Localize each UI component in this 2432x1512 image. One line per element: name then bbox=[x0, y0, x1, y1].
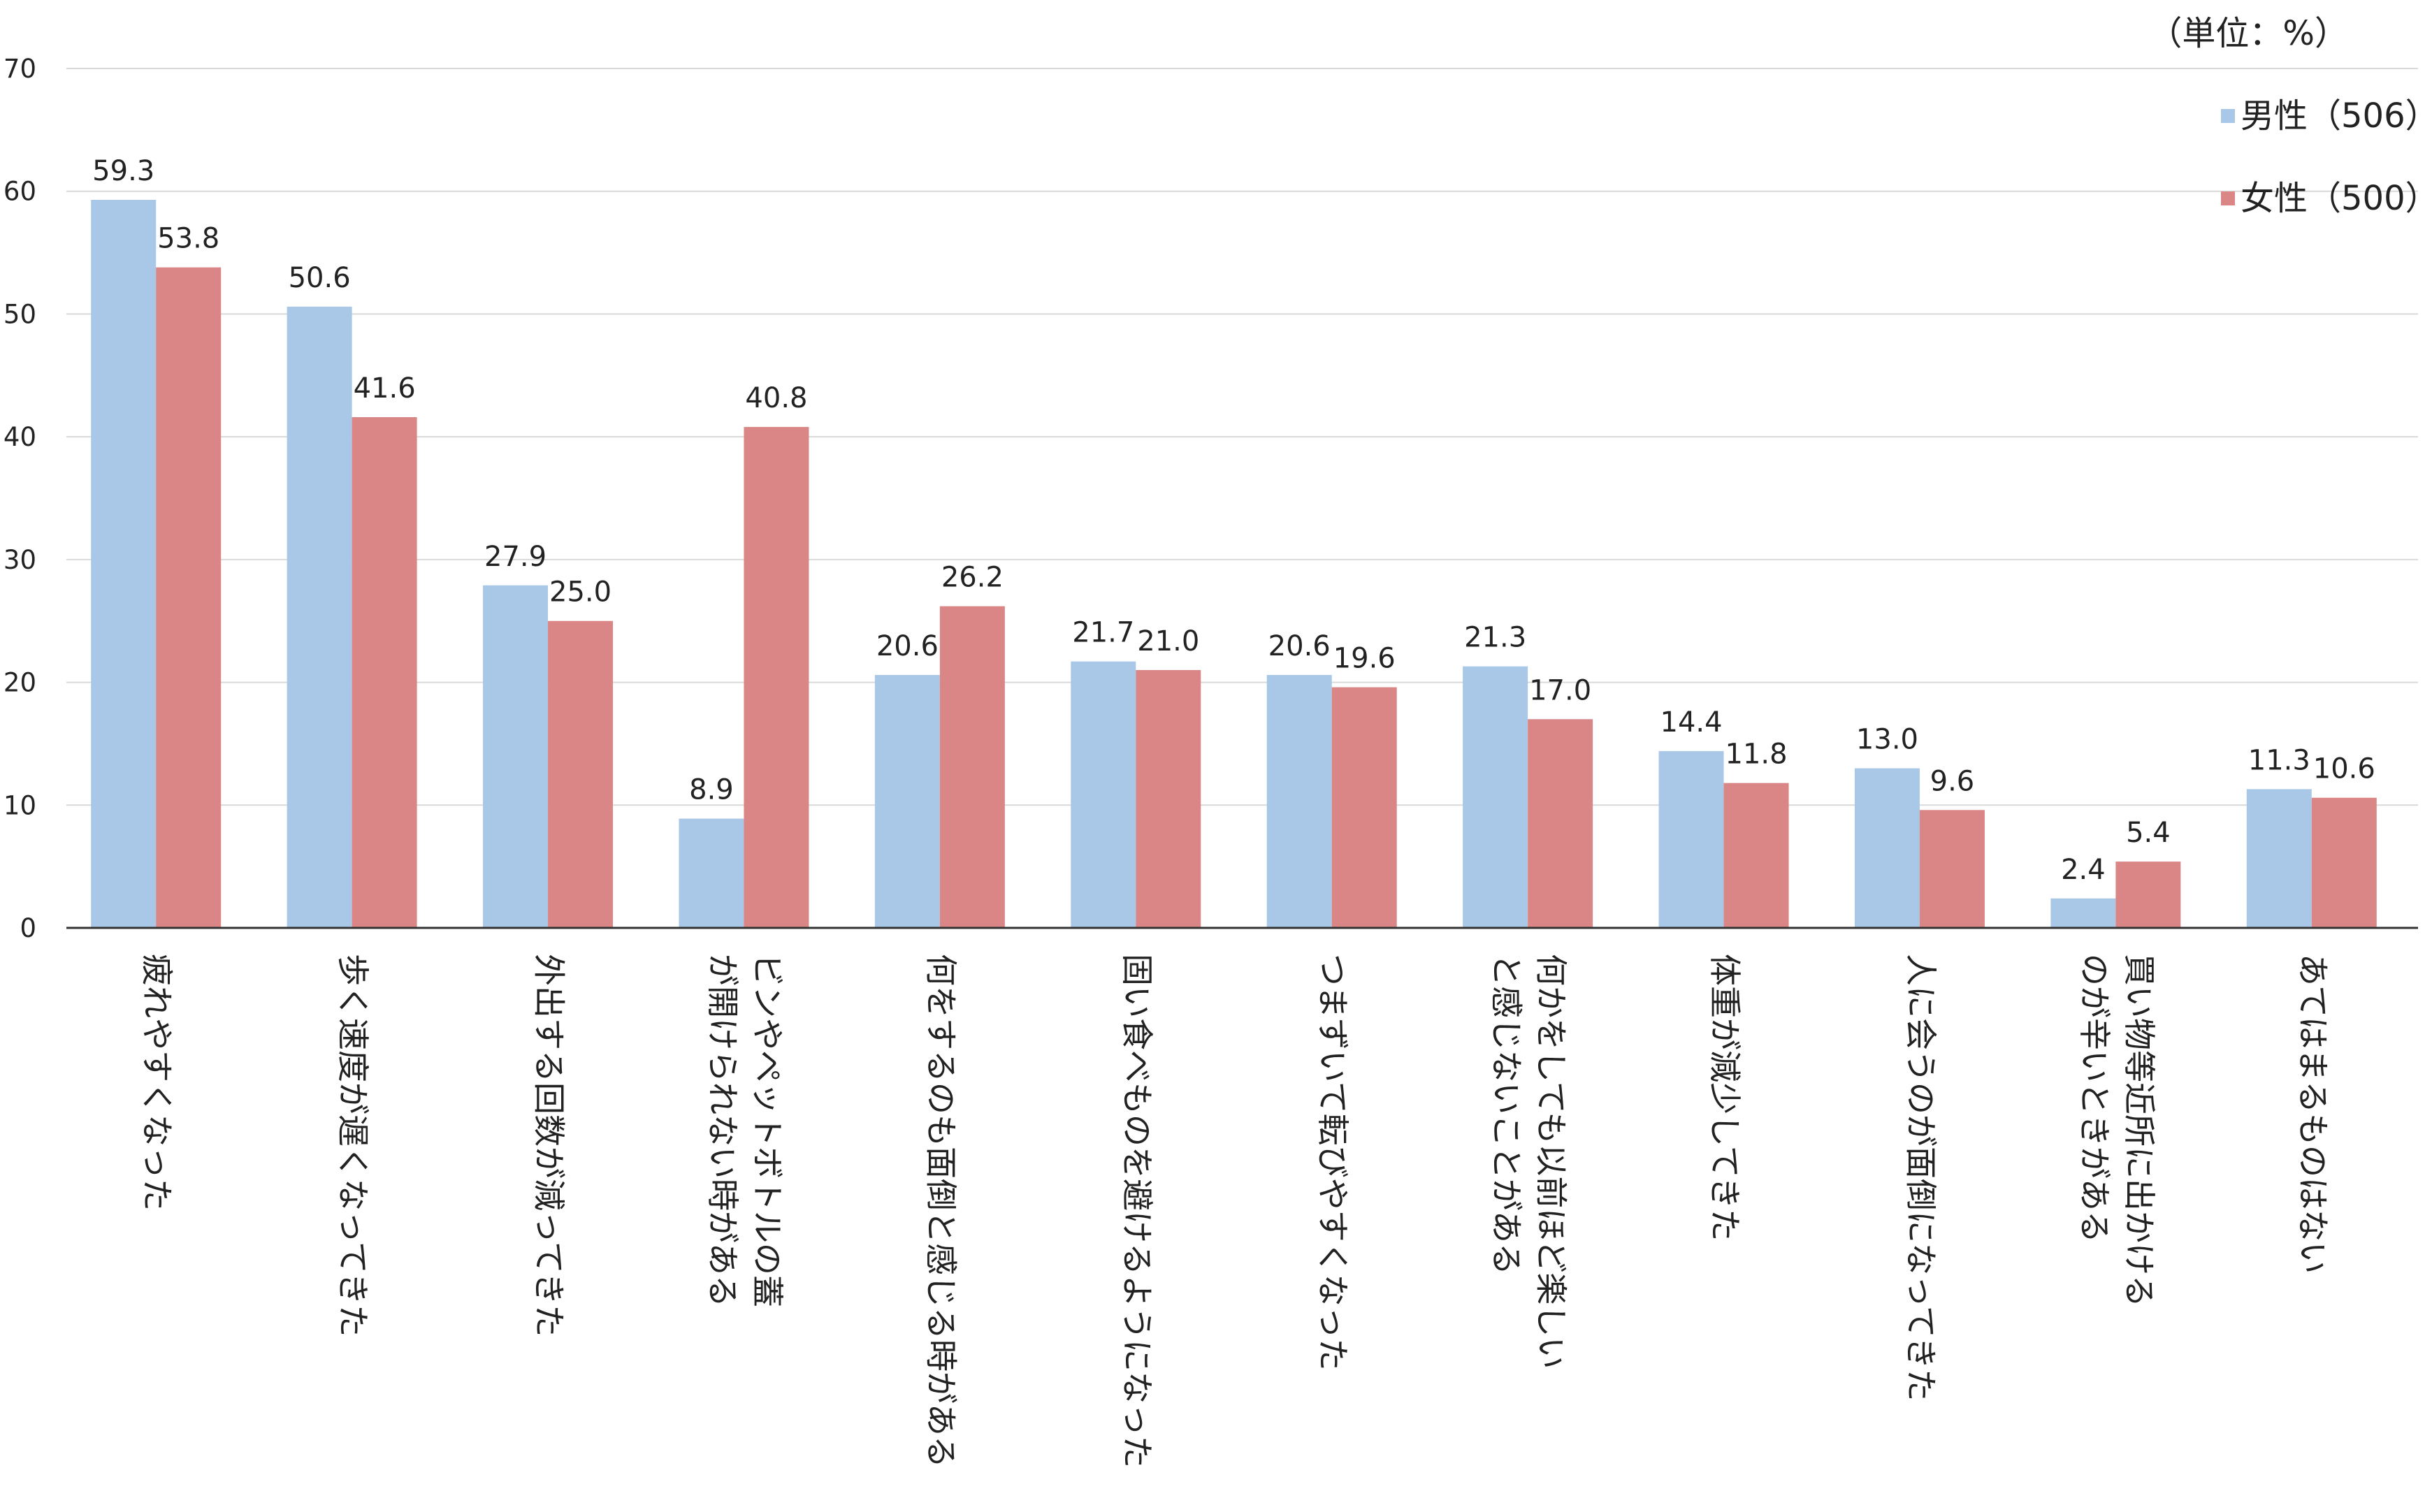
bar-male-10 bbox=[2050, 898, 2116, 928]
bar-female-8 bbox=[1723, 783, 1789, 928]
bar-female-6 bbox=[1331, 687, 1397, 928]
data-label-male-9: 13.0 bbox=[1856, 724, 1918, 756]
data-label-male-10: 2.4 bbox=[2061, 854, 2106, 886]
bar-male-4 bbox=[874, 675, 940, 928]
bar-female-10 bbox=[2115, 862, 2181, 928]
y-tick-label-70: 70 bbox=[3, 54, 36, 84]
data-label-male-0: 59.3 bbox=[92, 155, 154, 187]
bar-male-0 bbox=[91, 200, 157, 928]
category-label-11-0: あてはまるものはない bbox=[2294, 954, 2331, 1274]
category-label-6-0: つまずいて転びやすくなった bbox=[1314, 954, 1352, 1371]
bar-female-2 bbox=[548, 620, 614, 928]
bar-male-9 bbox=[1854, 768, 1920, 928]
category-label-9-0: 人に会うのが面倒になってきた bbox=[1902, 954, 1939, 1401]
category-label-1-0: 歩く速度が遅くなってきた bbox=[334, 954, 372, 1337]
unit-label: （単位：%） bbox=[2148, 14, 2348, 53]
legend-swatch-female bbox=[2221, 191, 2235, 205]
category-label-10-0: 買い物等近所に出かける bbox=[2120, 954, 2158, 1307]
bar-male-3 bbox=[679, 818, 744, 928]
y-tick-label-40: 40 bbox=[3, 422, 36, 452]
data-label-male-4: 20.6 bbox=[876, 630, 939, 662]
legend-label-male: 男性（506） bbox=[2241, 96, 2432, 136]
category-label-2-0: 外出する回数が減ってきた bbox=[530, 954, 568, 1337]
bar-female-4 bbox=[939, 606, 1005, 928]
category-label-8-0: 体重が減少してきた bbox=[1706, 954, 1744, 1241]
category-label-3-1: が開けられない時がある bbox=[704, 954, 741, 1307]
category-label-5-0: 固い食べものを避けるようになった bbox=[1118, 954, 1156, 1468]
bar-female-11 bbox=[2311, 797, 2377, 928]
category-label-10-1: のが辛いときがある bbox=[2076, 954, 2113, 1243]
y-tick-label-30: 30 bbox=[3, 545, 36, 575]
category-label-4-0: 何をするのも面倒と感じる時がある bbox=[922, 954, 960, 1468]
bar-male-5 bbox=[1071, 661, 1136, 928]
y-tick-label-20: 20 bbox=[3, 668, 36, 698]
y-tick-label-0: 0 bbox=[20, 913, 36, 943]
bar-female-0 bbox=[156, 267, 222, 929]
bar-male-11 bbox=[2246, 789, 2312, 928]
bar-female-5 bbox=[1136, 670, 1201, 928]
data-label-male-11: 11.3 bbox=[2248, 744, 2310, 776]
data-label-female-8: 11.8 bbox=[1725, 739, 1788, 771]
bar-female-3 bbox=[744, 427, 809, 928]
data-label-female-3: 40.8 bbox=[745, 382, 807, 414]
category-label-3-0: ビンやペットボトルの蓋 bbox=[748, 954, 786, 1307]
bar-female-9 bbox=[1919, 810, 1985, 928]
data-label-female-1: 41.6 bbox=[354, 372, 416, 405]
legend-label-female: 女性（500） bbox=[2241, 179, 2432, 218]
data-label-female-6: 19.6 bbox=[1333, 643, 1396, 675]
data-label-male-3: 8.9 bbox=[689, 774, 734, 806]
y-tick-label-50: 50 bbox=[3, 299, 36, 329]
category-label-0-0: 疲れやすくなった bbox=[138, 954, 176, 1211]
data-label-female-9: 9.6 bbox=[1930, 765, 1975, 797]
data-label-male-2: 27.9 bbox=[484, 541, 547, 573]
data-label-female-2: 25.0 bbox=[549, 576, 611, 609]
data-label-male-6: 20.6 bbox=[1268, 630, 1331, 662]
data-label-male-5: 21.7 bbox=[1072, 617, 1134, 649]
data-label-female-5: 21.0 bbox=[1137, 625, 1199, 657]
bar-male-7 bbox=[1463, 666, 1528, 928]
bar-male-2 bbox=[483, 585, 549, 928]
data-label-male-1: 50.6 bbox=[289, 262, 351, 294]
legend-swatch-male bbox=[2221, 109, 2235, 123]
bar-male-6 bbox=[1266, 675, 1332, 928]
data-label-male-8: 14.4 bbox=[1660, 706, 1723, 739]
data-label-female-4: 26.2 bbox=[941, 562, 1004, 594]
category-label-7-1: と感じないことがある bbox=[1488, 954, 1526, 1275]
data-label-female-10: 5.4 bbox=[2126, 817, 2171, 849]
bar-female-7 bbox=[1528, 719, 1593, 928]
data-label-male-7: 21.3 bbox=[1464, 622, 1526, 654]
data-label-female-11: 10.6 bbox=[2313, 753, 2375, 785]
y-tick-label-60: 60 bbox=[3, 177, 36, 207]
bar-male-1 bbox=[287, 306, 352, 928]
data-label-female-0: 53.8 bbox=[157, 223, 219, 255]
bar-male-8 bbox=[1658, 750, 1724, 928]
y-tick-label-10: 10 bbox=[3, 790, 36, 820]
category-label-7-0: 何かをしても以前ほど楽しい bbox=[1533, 954, 1570, 1369]
data-label-female-7: 17.0 bbox=[1529, 674, 1591, 706]
bar-female-1 bbox=[352, 417, 417, 928]
